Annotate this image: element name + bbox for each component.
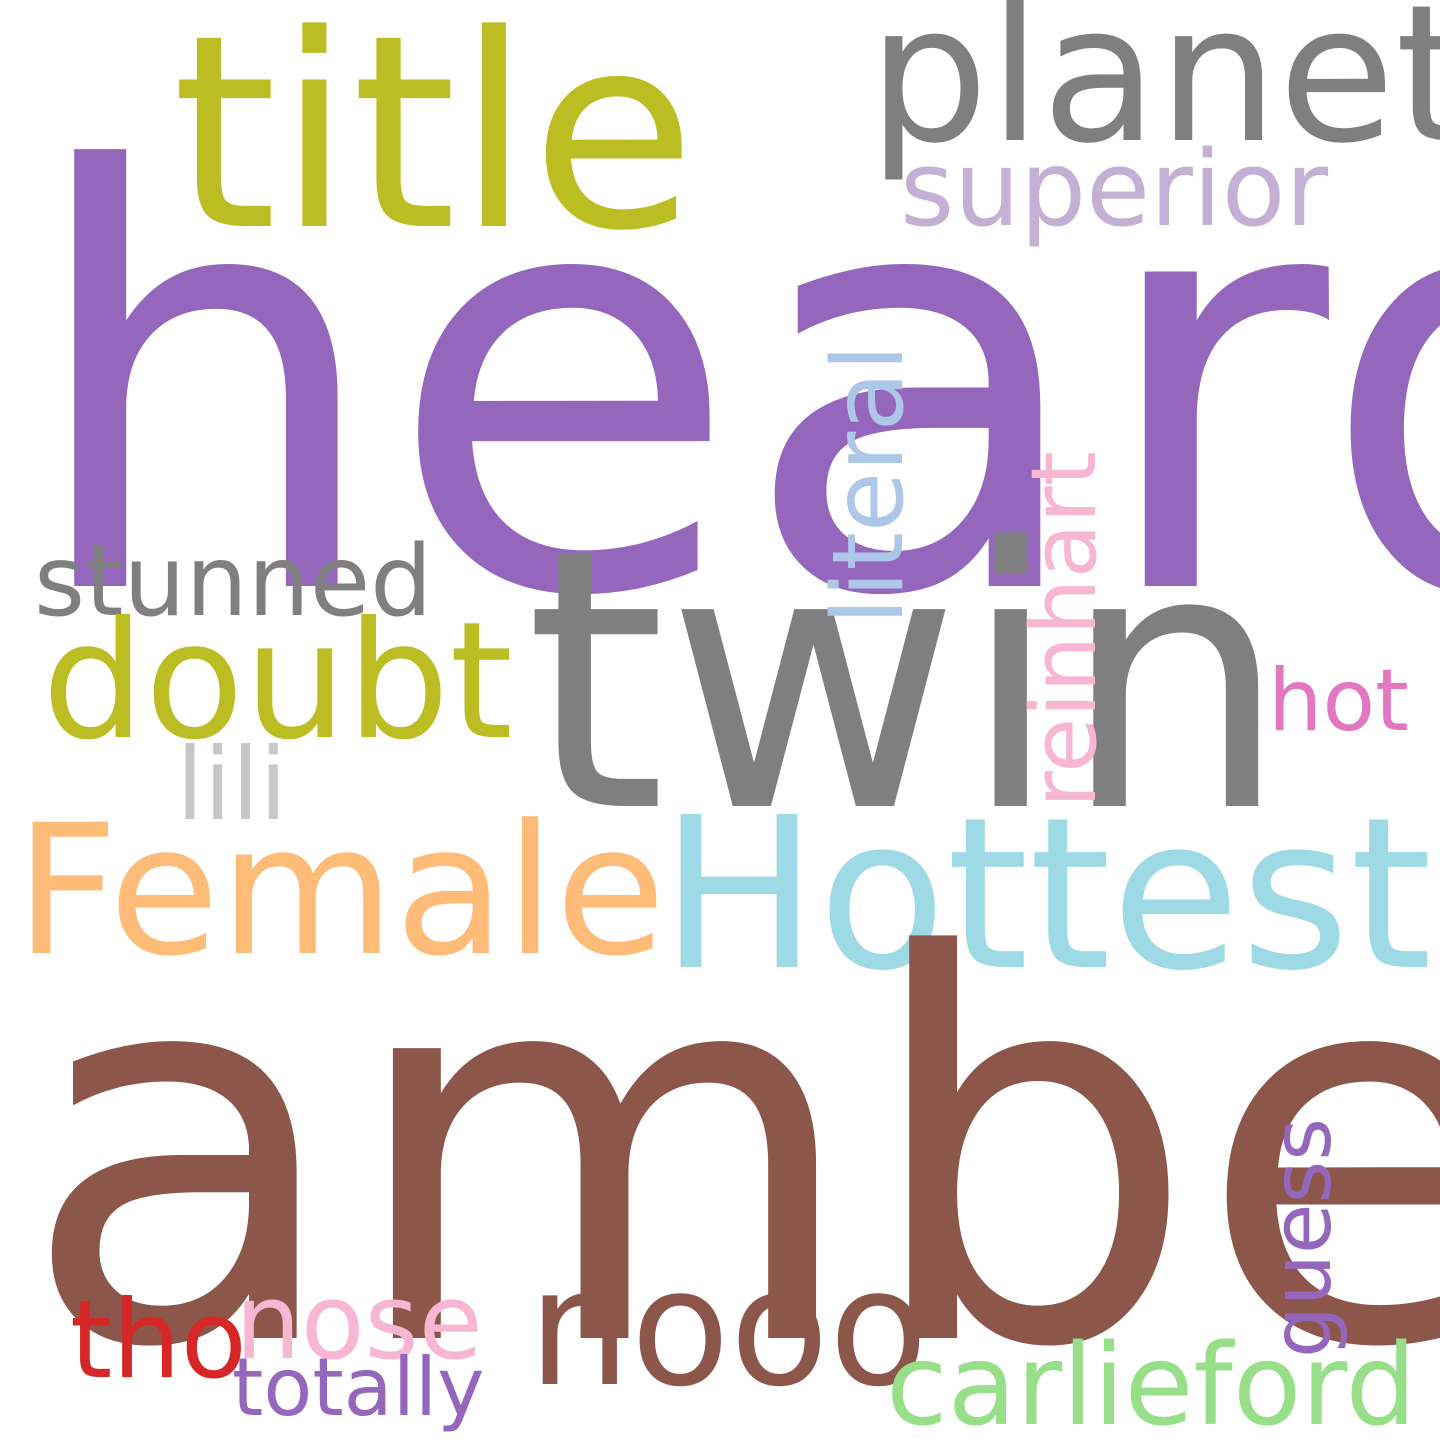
- word-female: Female: [15, 787, 666, 996]
- word-literal: literal: [812, 344, 926, 625]
- word-stunned: stunned: [34, 525, 433, 639]
- word-amber: amber: [20, 846, 1440, 1440]
- word-planet: planet: [868, 0, 1440, 185]
- word-superior: superior: [900, 128, 1329, 250]
- word-nose: nose: [235, 1261, 483, 1383]
- word-carlieford: carlieford: [886, 1321, 1417, 1440]
- word-nooo: nooo: [528, 1235, 929, 1423]
- word-doubt: doubt: [42, 588, 513, 776]
- word-heard: heard: [22, 52, 1440, 722]
- word-lili: lili: [176, 726, 288, 843]
- word-tho: tho: [70, 1278, 247, 1403]
- word-totally: totally: [232, 1341, 485, 1434]
- word-hottest: Hottest: [660, 772, 1433, 1017]
- word-twin: twin: [525, 472, 1289, 891]
- word-reinhart: reinhart: [1012, 451, 1117, 808]
- word-hot: hot: [1268, 651, 1409, 751]
- word-title: title: [172, 0, 696, 290]
